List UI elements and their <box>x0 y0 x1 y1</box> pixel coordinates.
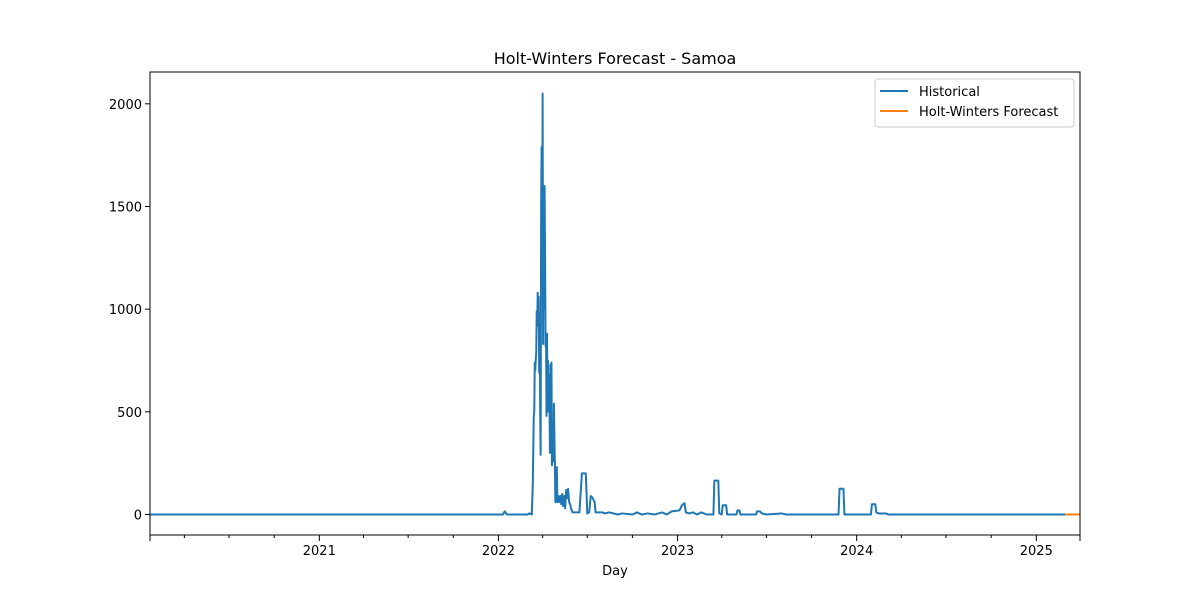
chart-title: Holt-Winters Forecast - Samoa <box>494 49 737 68</box>
plot-frame <box>149 71 1081 536</box>
axis-ticks: 0 500 1000 1500 2000 2021 2022 2023 2024 2025 <box>109 98 1081 559</box>
plot-area <box>150 92 1080 516</box>
y-tick-label: 1500 <box>109 200 142 215</box>
x-axis-label: Day <box>602 564 628 579</box>
x-tick-label: 2024 <box>840 544 873 559</box>
legend-forecast-label: Holt-Winters Forecast <box>919 105 1058 120</box>
y-tick-label: 500 <box>117 406 142 421</box>
y-tick-label: 1000 <box>109 303 142 318</box>
legend-box <box>874 78 1075 128</box>
series-line-historical <box>150 92 1066 516</box>
x-tick-label: 2021 <box>303 544 336 559</box>
x-tick-label: 2023 <box>661 544 694 559</box>
x-tick-label: 2022 <box>482 544 515 559</box>
y-tick-label: 2000 <box>109 98 142 113</box>
legend: Historical Holt-Winters Forecast <box>874 78 1075 128</box>
y-tick-label: 0 <box>134 508 142 523</box>
legend-historical-label: Historical <box>919 85 980 100</box>
x-tick-label: 2025 <box>1020 544 1053 559</box>
